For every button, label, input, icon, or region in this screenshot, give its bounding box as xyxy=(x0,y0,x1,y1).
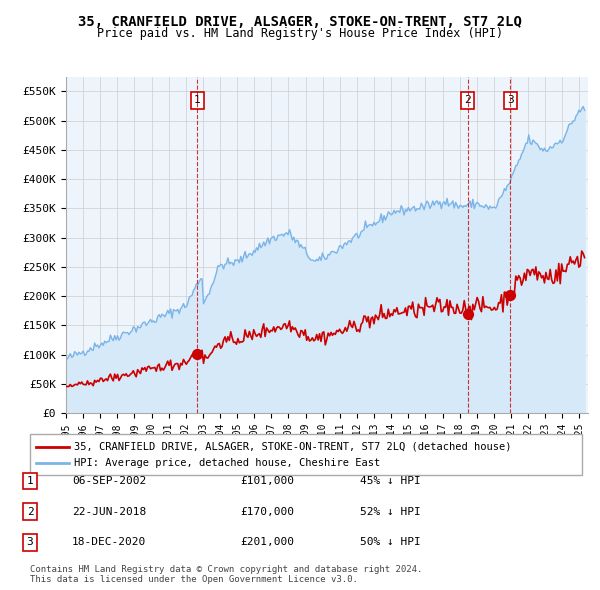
Text: 2: 2 xyxy=(464,95,471,105)
Text: £170,000: £170,000 xyxy=(240,507,294,516)
Text: 35, CRANFIELD DRIVE, ALSAGER, STOKE-ON-TRENT, ST7 2LQ: 35, CRANFIELD DRIVE, ALSAGER, STOKE-ON-T… xyxy=(78,15,522,29)
Point xyxy=(193,349,202,359)
Text: £101,000: £101,000 xyxy=(240,476,294,486)
FancyBboxPatch shape xyxy=(30,434,582,475)
Text: 50% ↓ HPI: 50% ↓ HPI xyxy=(360,537,421,547)
Text: HPI: Average price, detached house, Cheshire East: HPI: Average price, detached house, Ches… xyxy=(74,458,380,468)
Text: 3: 3 xyxy=(26,537,34,547)
Text: 18-DEC-2020: 18-DEC-2020 xyxy=(72,537,146,547)
Text: 1: 1 xyxy=(26,476,34,486)
Text: 1: 1 xyxy=(194,95,201,105)
Text: 3: 3 xyxy=(507,95,514,105)
Point xyxy=(505,291,515,300)
Point xyxy=(463,309,472,318)
Text: 06-SEP-2002: 06-SEP-2002 xyxy=(72,476,146,486)
Text: 45% ↓ HPI: 45% ↓ HPI xyxy=(360,476,421,486)
Text: Price paid vs. HM Land Registry's House Price Index (HPI): Price paid vs. HM Land Registry's House … xyxy=(97,27,503,40)
Text: 35, CRANFIELD DRIVE, ALSAGER, STOKE-ON-TRENT, ST7 2LQ (detached house): 35, CRANFIELD DRIVE, ALSAGER, STOKE-ON-T… xyxy=(74,442,512,452)
Text: £201,000: £201,000 xyxy=(240,537,294,547)
Text: 2: 2 xyxy=(26,507,34,516)
Text: Contains HM Land Registry data © Crown copyright and database right 2024.
This d: Contains HM Land Registry data © Crown c… xyxy=(30,565,422,584)
Text: 52% ↓ HPI: 52% ↓ HPI xyxy=(360,507,421,516)
Text: 22-JUN-2018: 22-JUN-2018 xyxy=(72,507,146,516)
